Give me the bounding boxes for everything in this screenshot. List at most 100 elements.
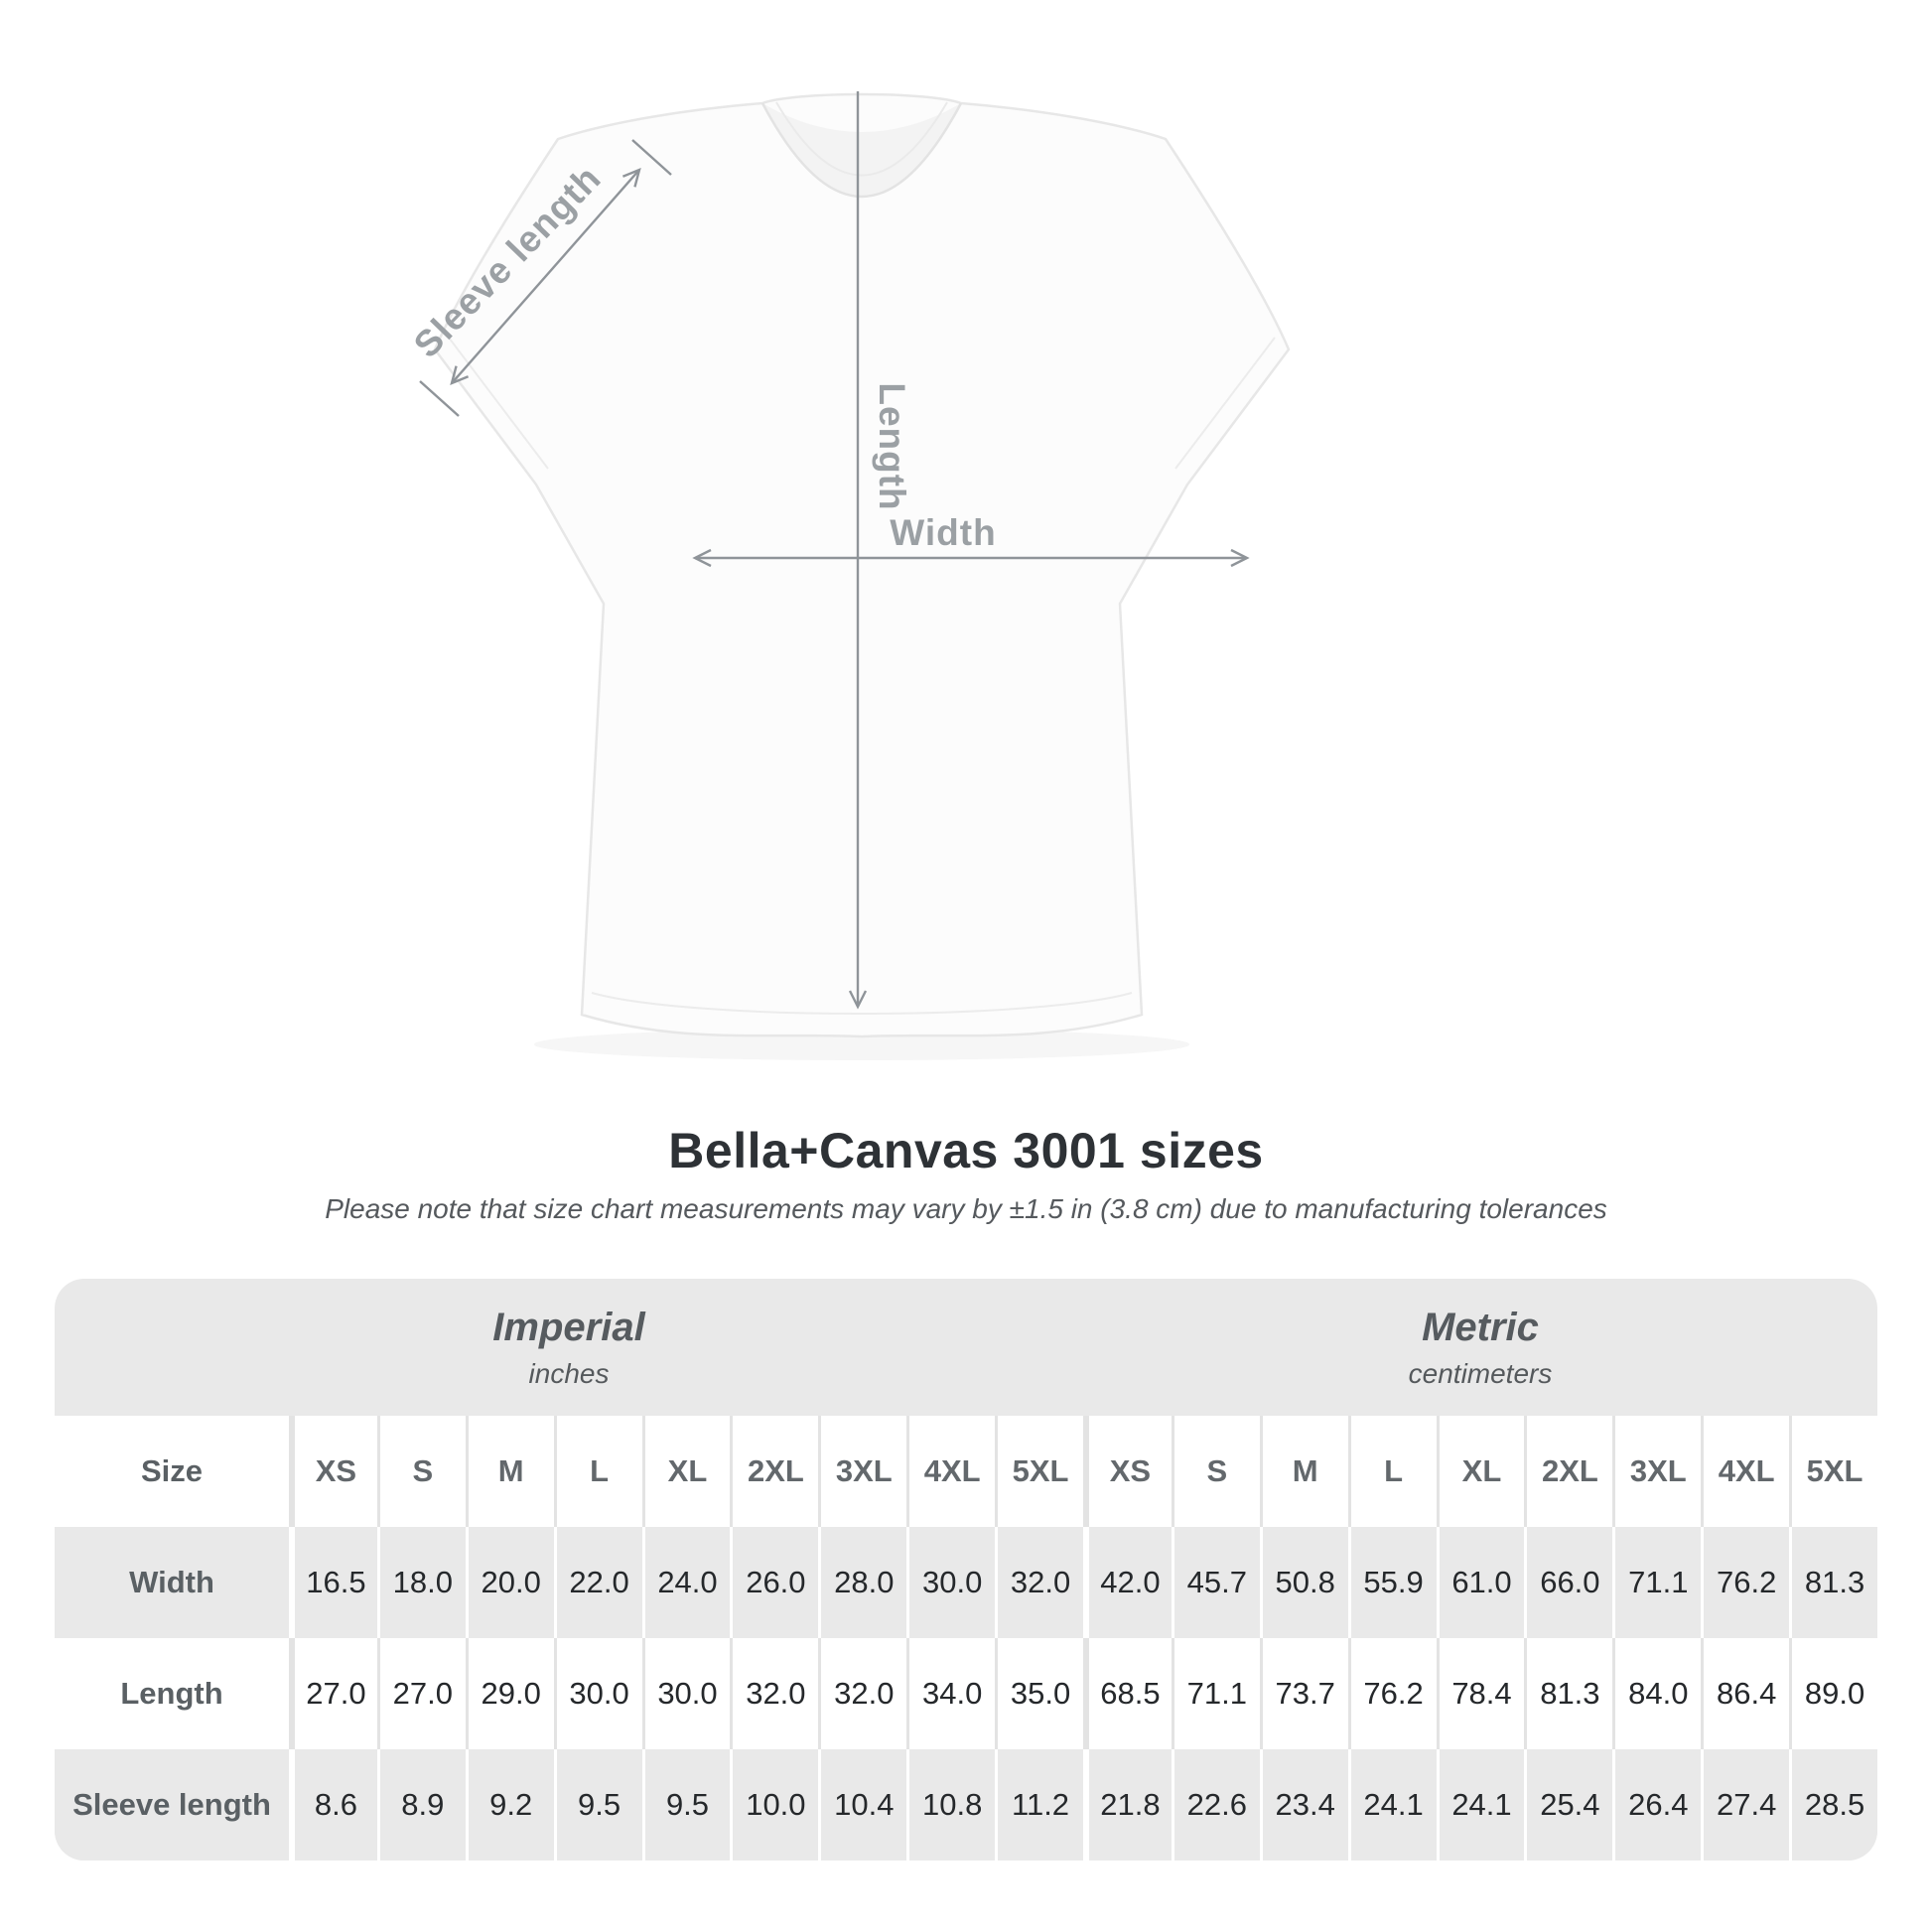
metric-group-title: Metric [1422,1305,1539,1349]
value-cell-metric: 66.0 [1524,1527,1613,1638]
value-cell-imperial: 24.0 [641,1527,731,1638]
value-cell-imperial: 8.6 [289,1749,377,1861]
value-cell-metric: 61.0 [1436,1527,1525,1638]
tshirt-measurement-diagram: Sleeve length Length Width [405,91,1291,1060]
value-cell-imperial: 30.0 [553,1638,642,1749]
imperial-group-title: Imperial [492,1305,645,1349]
value-cell-metric: 42.0 [1082,1527,1172,1638]
width-label: Width [890,512,996,553]
value-cell-metric: 50.8 [1259,1527,1348,1638]
value-cell-imperial: 32.0 [730,1638,819,1749]
size-header-metric-4XL: 4XL [1701,1416,1790,1527]
sleeve-tick-upper [631,139,672,176]
sleeve-tick-lower [419,380,460,417]
page-subtitle: Please note that size chart measurements… [325,1193,1607,1224]
length-label: Length [872,382,912,510]
size-table-card: Imperial inches Metric centimeters Size X… [55,1279,1877,1861]
value-cell-metric: 89.0 [1789,1638,1877,1749]
collar-inner-seam [775,101,948,177]
value-cell-imperial: 20.0 [465,1527,554,1638]
value-cell-imperial: 16.5 [289,1527,377,1638]
value-cell-metric: 25.4 [1524,1749,1613,1861]
size-header-metric-M: M [1259,1416,1348,1527]
imperial-group-header: Imperial inches [55,1279,1083,1416]
value-cell-imperial: 11.2 [995,1749,1083,1861]
value-cell-metric: 78.4 [1436,1638,1525,1749]
shirt-shadow [534,1029,1189,1060]
size-header-imperial-XS: XS [289,1416,377,1527]
size-header-metric-XL: XL [1436,1416,1525,1527]
sleeve-length-arrow [450,167,641,386]
value-cell-metric: 71.1 [1171,1638,1260,1749]
table-row: Width 16.5 18.0 20.0 22.0 24.0 26.0 28.0 30.0 32.… [55,1527,1877,1638]
value-cell-imperial: 32.0 [818,1638,907,1749]
shirt-body [433,92,1291,1038]
right-cuff-seam [1174,337,1276,470]
hem-seam [591,992,1133,1015]
value-cell-imperial: 9.2 [465,1749,554,1861]
value-cell-imperial: 30.0 [906,1527,996,1638]
value-cell-imperial: 10.4 [818,1749,907,1861]
value-cell-imperial: 10.0 [730,1749,819,1861]
value-cell-metric: 23.4 [1259,1749,1348,1861]
row-label: Length [55,1638,289,1749]
sizes-header-row: Size XS S M L XL 2XL 3XL 4XL 5XL XS S M L XL 2XL 3XL 4XL 5… [55,1416,1877,1527]
imperial-group-unit: inches [528,1357,610,1389]
row-label: Sleeve length [55,1749,289,1861]
value-cell-metric: 21.8 [1082,1749,1172,1861]
tshirt-illustration [433,92,1291,1038]
value-cell-imperial: 29.0 [465,1638,554,1749]
value-cell-imperial: 28.0 [818,1527,907,1638]
value-cell-metric: 76.2 [1701,1527,1790,1638]
value-cell-metric: 22.6 [1171,1749,1260,1861]
value-cell-metric: 81.3 [1524,1638,1613,1749]
value-cell-imperial: 8.9 [376,1749,466,1861]
value-cell-imperial: 18.0 [376,1527,466,1638]
size-header-imperial-5XL: 5XL [995,1416,1083,1527]
value-cell-metric: 28.5 [1789,1749,1877,1861]
size-header-metric-S: S [1171,1416,1260,1527]
value-cell-metric: 81.3 [1789,1527,1877,1638]
value-cell-imperial: 32.0 [995,1527,1083,1638]
tshirt-diagram-svg: Sleeve length Length Width [405,91,1291,1060]
value-cell-metric: 84.0 [1612,1638,1702,1749]
value-cell-metric: 68.5 [1082,1638,1172,1749]
size-header-imperial-L: L [553,1416,642,1527]
size-header-imperial-S: S [376,1416,466,1527]
value-cell-metric: 26.4 [1612,1749,1702,1861]
metric-group-header: Metric centimeters [1083,1279,1877,1416]
value-cell-metric: 73.7 [1259,1638,1348,1749]
value-cell-imperial: 9.5 [553,1749,642,1861]
size-header-metric-2XL: 2XL [1524,1416,1613,1527]
value-cell-metric: 45.7 [1171,1527,1260,1638]
size-header-imperial-4XL: 4XL [906,1416,996,1527]
value-cell-metric: 71.1 [1612,1527,1702,1638]
value-cell-metric: 86.4 [1701,1638,1790,1749]
row-label: Width [55,1527,289,1638]
value-cell-metric: 55.9 [1347,1527,1437,1638]
size-header-metric-L: L [1347,1416,1437,1527]
value-cell-imperial: 26.0 [730,1527,819,1638]
size-header-metric-5XL: 5XL [1789,1416,1877,1527]
title-block: Bella+Canvas 3001 sizes Please note that… [0,1122,1932,1227]
size-header-imperial-XL: XL [641,1416,731,1527]
size-header-metric-XS: XS [1082,1416,1172,1527]
unit-group-header-row: Imperial inches Metric centimeters [55,1279,1877,1416]
table-row: Length 27.0 27.0 29.0 30.0 30.0 32.0 32.0 34.0 35… [55,1638,1877,1749]
value-cell-imperial: 34.0 [906,1638,996,1749]
size-header-metric-3XL: 3XL [1612,1416,1702,1527]
value-cell-imperial: 30.0 [641,1638,731,1749]
value-cell-imperial: 27.0 [376,1638,466,1749]
sleeve-length-annotation [419,139,672,417]
table-row: Sleeve length 8.6 8.9 9.2 9.5 9.5 10.0 10.4 10.8… [55,1749,1877,1861]
metric-group-unit: centimeters [1408,1357,1553,1389]
value-cell-imperial: 10.8 [906,1749,996,1861]
size-corner-label: Size [55,1416,289,1527]
value-cell-metric: 76.2 [1347,1638,1437,1749]
size-header-imperial-2XL: 2XL [730,1416,819,1527]
page-title: Bella+Canvas 3001 sizes [668,1123,1264,1178]
table-rows: Width 16.5 18.0 20.0 22.0 24.0 26.0 28.0 30.0 32.… [55,1527,1877,1861]
value-cell-metric: 24.1 [1436,1749,1525,1861]
collar-outer-seam [760,102,963,198]
